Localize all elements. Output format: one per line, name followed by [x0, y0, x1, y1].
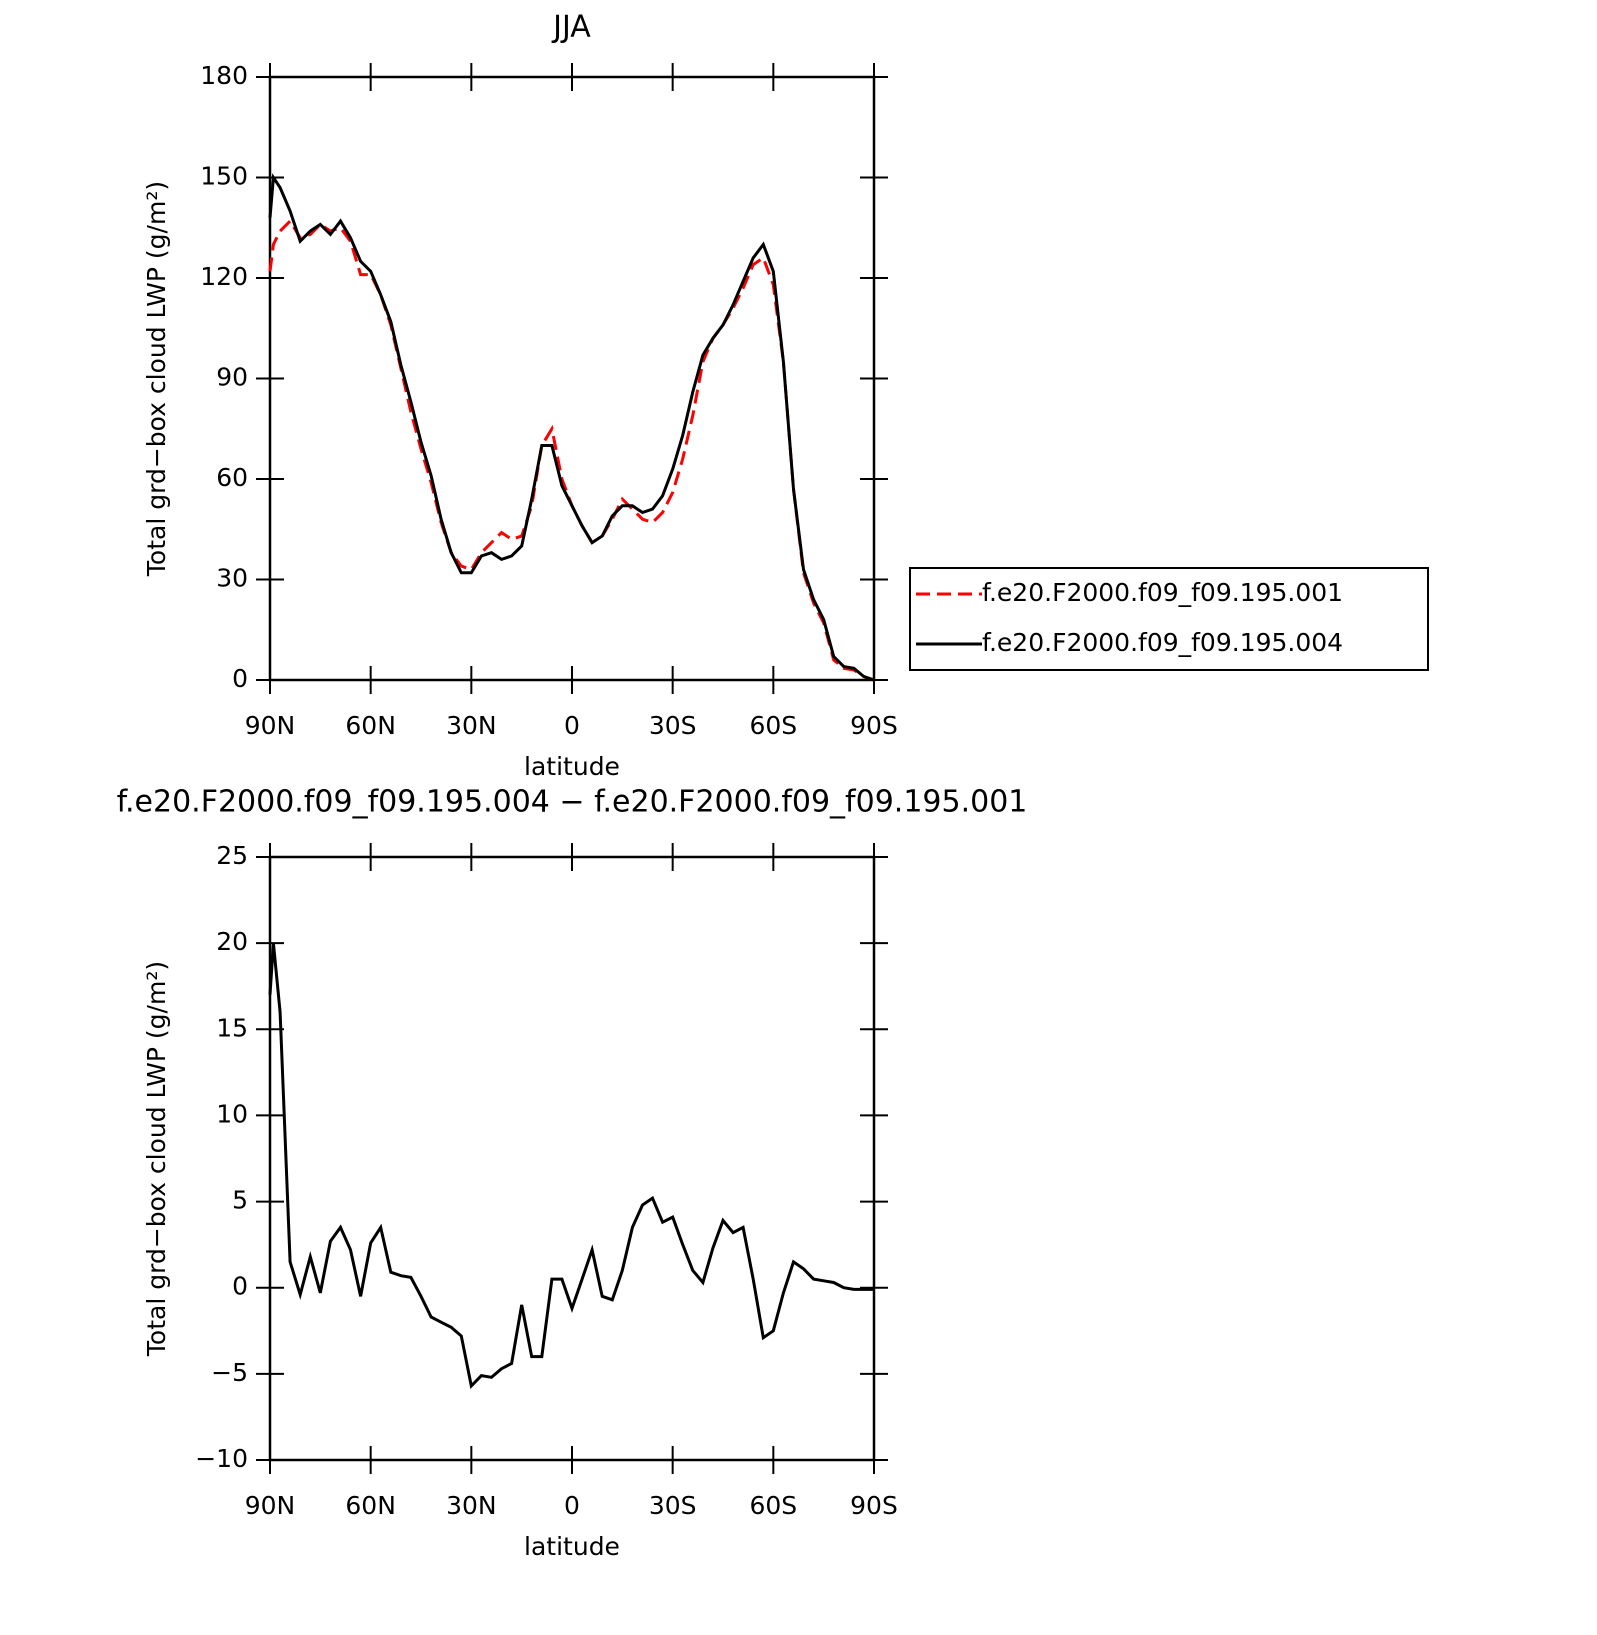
- x-tick-label: 30S: [649, 1491, 697, 1520]
- x-tick-label: 90N: [245, 711, 296, 740]
- x-tick-label: 60S: [749, 711, 797, 740]
- x-axis-label: latitude: [524, 752, 620, 781]
- y-tick-label: 0: [232, 664, 248, 693]
- panel: f.e20.F2000.f09_f09.195.004 − f.e20.F200…: [117, 785, 1028, 1562]
- x-tick-label: 90N: [245, 1491, 296, 1520]
- x-tick-label: 0: [564, 1491, 580, 1520]
- legend-label: f.e20.F2000.f09_f09.195.004: [982, 628, 1343, 657]
- x-tick-label: 90S: [850, 711, 898, 740]
- y-axis-label: Total grd−box cloud LWP (g/m²): [142, 181, 171, 577]
- y-tick-label: 60: [216, 463, 248, 492]
- data-line: [268, 218, 875, 682]
- panel: JJA 0 30 60 90 120 150 180 90N 60N 30N 0 30S 60S 90S la…: [142, 10, 1429, 781]
- y-axis-label: Total grd−box cloud LWP (g/m²): [142, 961, 171, 1357]
- y-tick-label: 20: [216, 927, 248, 956]
- x-tick-label: 60N: [345, 1491, 396, 1520]
- y-tick-label: 5: [232, 1186, 248, 1215]
- y-tick-label: 150: [200, 162, 248, 191]
- legend-box: [909, 567, 1429, 671]
- y-tick-label: 15: [216, 1013, 248, 1042]
- y-tick-label: −5: [211, 1358, 248, 1387]
- plot-frame: [268, 855, 876, 1462]
- legend-label: f.e20.F2000.f09_f09.195.001: [982, 578, 1343, 607]
- y-tick-label: 0: [232, 1272, 248, 1301]
- y-tick-label: −10: [195, 1444, 248, 1473]
- y-tick-label: 180: [200, 61, 248, 90]
- y-tick-label: 120: [200, 262, 248, 291]
- x-tick-label: 30N: [446, 1491, 497, 1520]
- x-tick-label: 90S: [850, 1491, 898, 1520]
- chart-title: JJA: [551, 10, 591, 45]
- x-tick-label: 30N: [446, 711, 497, 740]
- x-tick-label: 60N: [345, 711, 396, 740]
- x-tick-label: 30S: [649, 711, 697, 740]
- data-line: [268, 942, 874, 1389]
- y-tick-label: 90: [216, 363, 248, 392]
- x-tick-label: 60S: [749, 1491, 797, 1520]
- chart-title: f.e20.F2000.f09_f09.195.004 − f.e20.F200…: [117, 785, 1028, 820]
- y-tick-label: 25: [216, 841, 248, 870]
- y-tick-label: 10: [216, 1099, 248, 1128]
- data-line: [268, 173, 875, 682]
- x-axis-label: latitude: [524, 1532, 620, 1561]
- x-tick-label: 0: [564, 711, 580, 740]
- y-tick-label: 30: [216, 564, 248, 593]
